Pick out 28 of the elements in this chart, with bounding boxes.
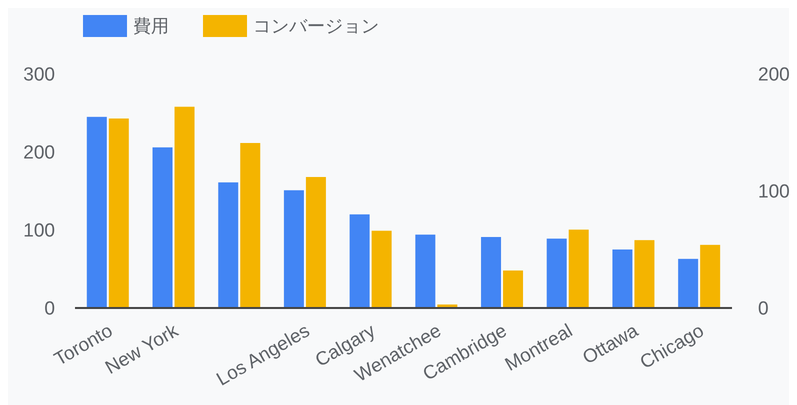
bar bbox=[284, 190, 304, 308]
bar bbox=[546, 238, 567, 308]
y-tick-label: 300 bbox=[23, 64, 55, 86]
bar bbox=[481, 237, 502, 308]
legend-label: 費用 bbox=[132, 15, 169, 38]
y-tick-label: 100 bbox=[23, 220, 55, 242]
bar bbox=[174, 106, 195, 308]
bar bbox=[240, 143, 260, 308]
y-tick-label: 200 bbox=[23, 142, 55, 164]
y2-tick-label: 200 bbox=[758, 64, 790, 86]
bar bbox=[306, 176, 326, 308]
legend-label: コンバージョン bbox=[252, 15, 379, 38]
y-tick-label: 0 bbox=[44, 298, 55, 320]
bar bbox=[678, 258, 698, 308]
bar bbox=[634, 240, 654, 308]
bar bbox=[612, 250, 632, 308]
bar bbox=[415, 234, 436, 308]
bar bbox=[108, 118, 129, 308]
bar bbox=[568, 230, 589, 308]
bar bbox=[350, 214, 370, 308]
bar bbox=[700, 244, 720, 308]
bar bbox=[503, 270, 524, 308]
bar bbox=[86, 116, 107, 308]
bar bbox=[152, 147, 173, 308]
y2-tick-label: 0 bbox=[758, 298, 769, 320]
y2-tick-label: 100 bbox=[758, 182, 790, 203]
bar bbox=[218, 182, 238, 308]
bar bbox=[372, 230, 392, 308]
